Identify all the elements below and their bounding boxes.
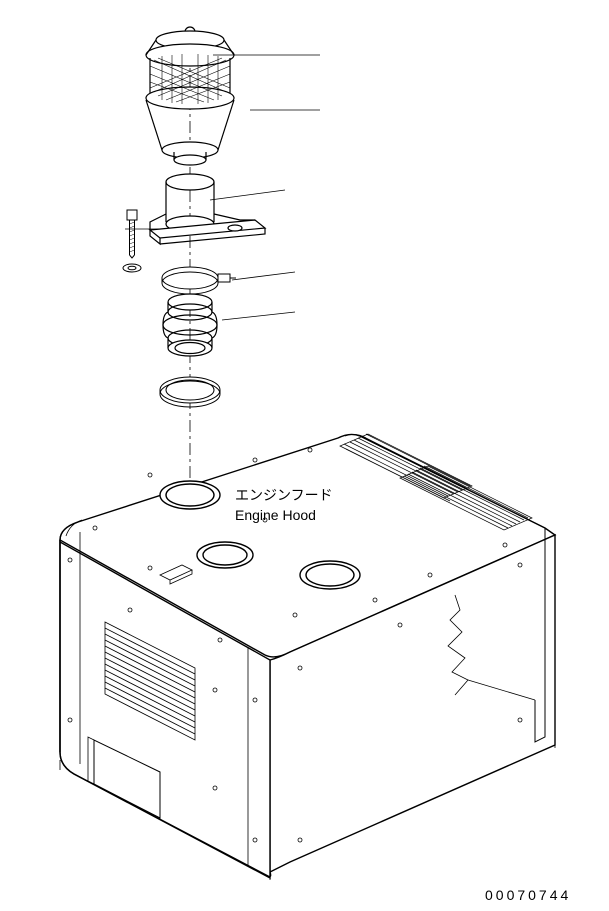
washer (123, 264, 141, 272)
hood-hole-1 (160, 481, 220, 509)
precleaner-assembly (146, 27, 234, 165)
hood-hole-3 (300, 561, 360, 589)
engine-hood-parts-diagram: エンジンフード Engine Hood 00070744 (0, 0, 609, 911)
hose-clamp (162, 267, 236, 294)
gasket-ring (160, 377, 220, 407)
mounting-bolt (127, 210, 137, 258)
hood-hole-2 (197, 542, 253, 568)
hood-label-jp: エンジンフード (235, 487, 333, 503)
hood-label-en: Engine Hood (235, 507, 316, 523)
intake-hose (163, 294, 217, 356)
drawing-number: 00070744 (485, 887, 571, 903)
mounting-bracket (150, 174, 265, 244)
